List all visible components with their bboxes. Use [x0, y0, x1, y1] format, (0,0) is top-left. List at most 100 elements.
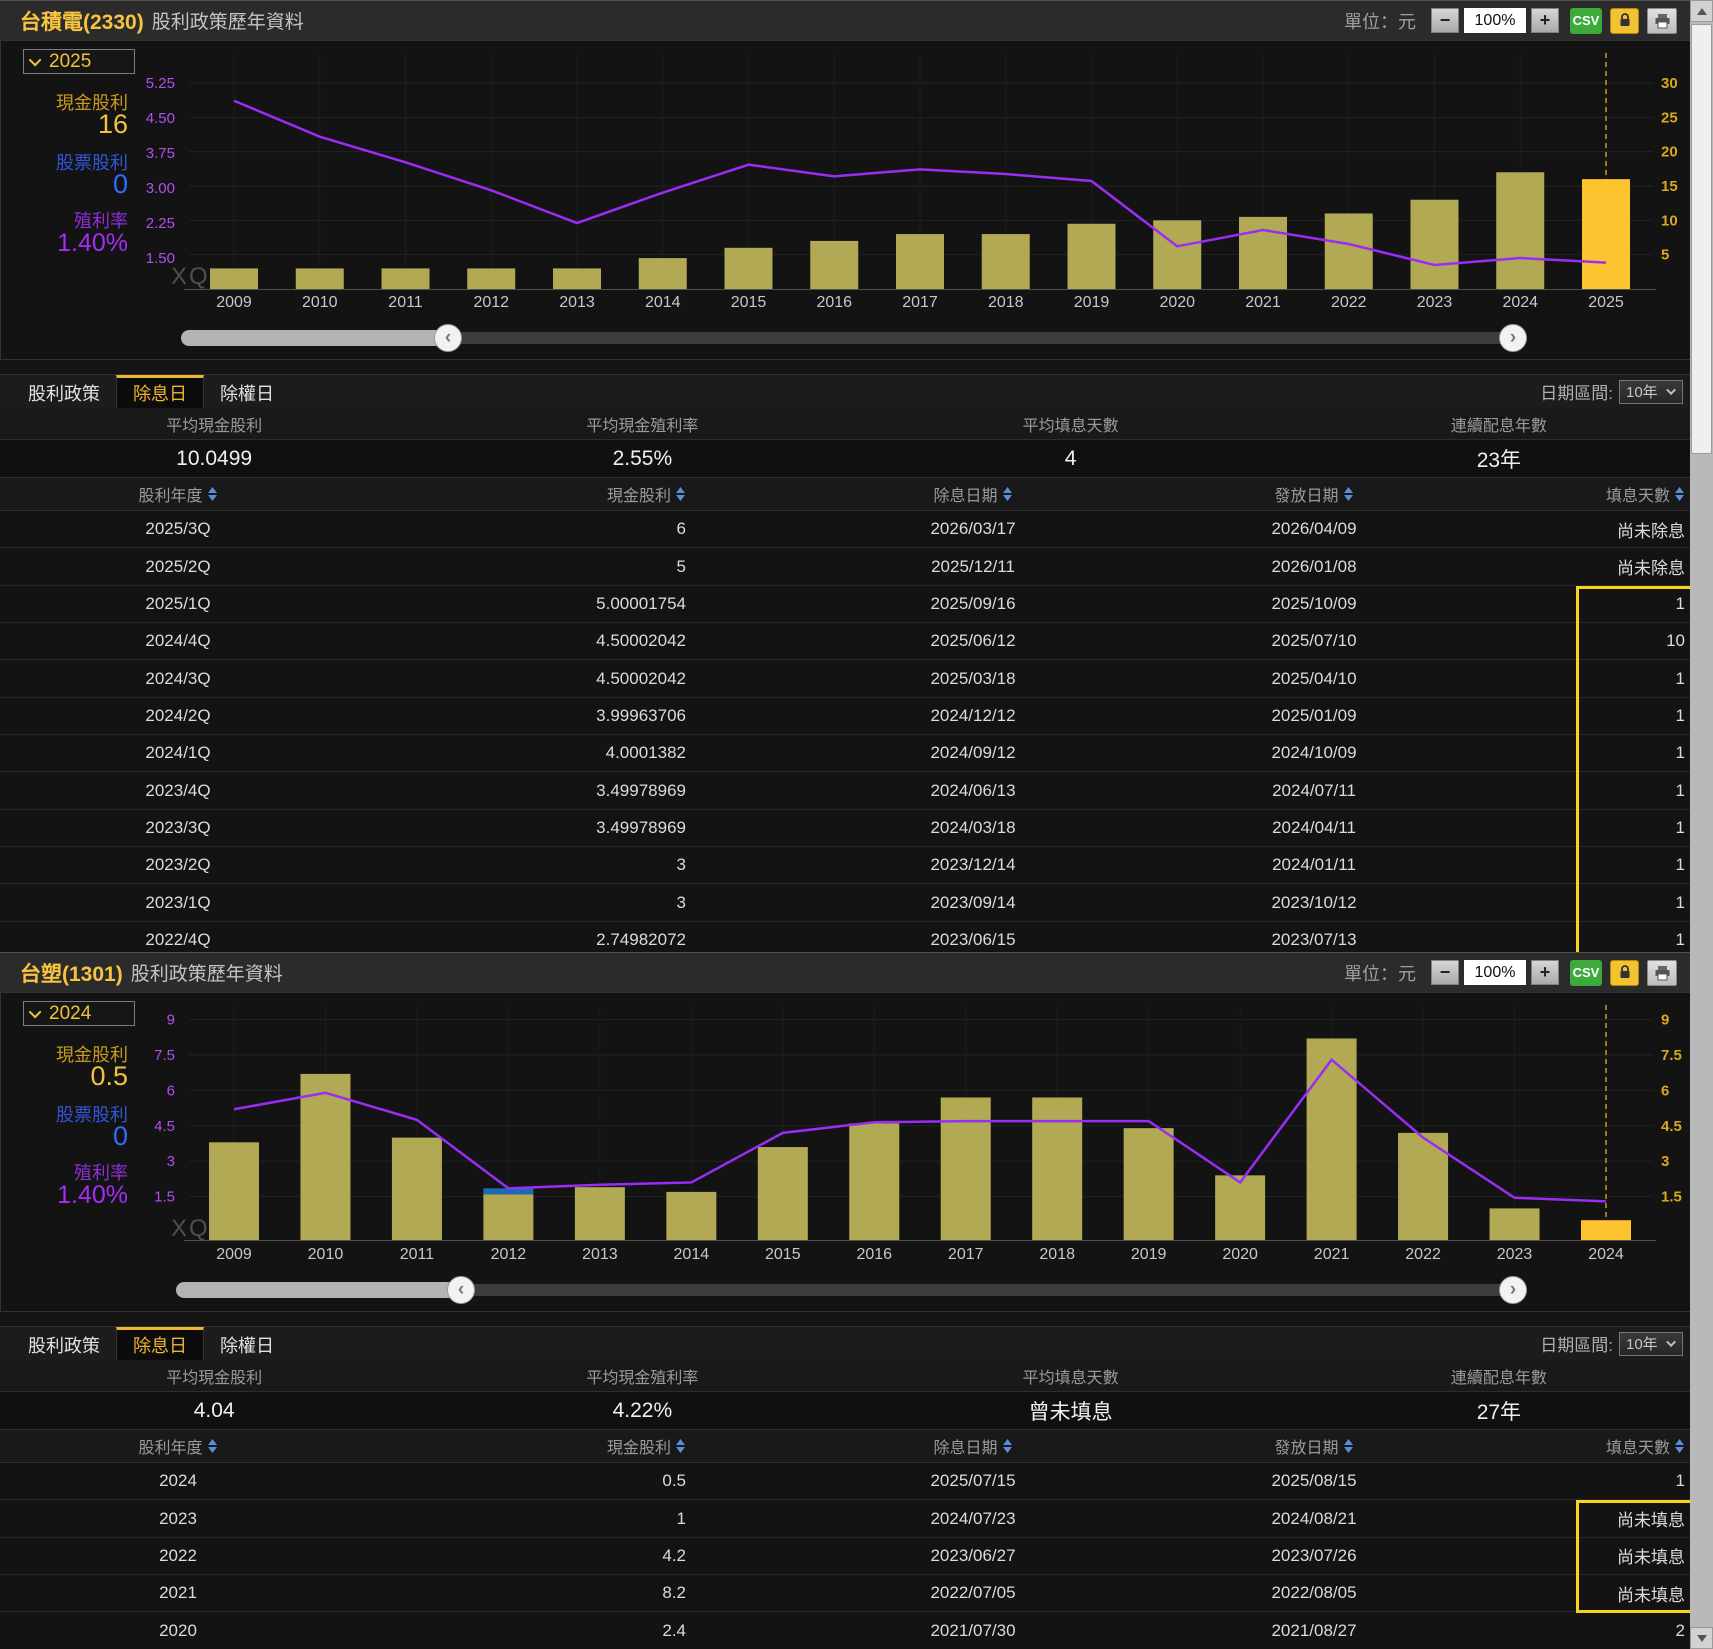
column-header-sort[interactable]: 填息天數 — [1368, 482, 1713, 506]
scrollbar-right-handle[interactable]: › — [1499, 324, 1527, 352]
yield-label: 殖利率 — [74, 1163, 128, 1183]
csv-export-button[interactable]: CSV — [1570, 7, 1602, 34]
table-row[interactable]: 2025/2Q 5 2025/12/11 2026/01/08 尚未除息 — [0, 548, 1713, 586]
table-row[interactable]: 2024/2Q 3.99963706 2024/12/12 2025/01/09 1 — [0, 697, 1713, 736]
zoom-out-button[interactable]: − — [1431, 8, 1459, 33]
scrollbar-right-handle[interactable]: › — [1499, 1276, 1527, 1304]
x-axis-year-label: 2010 — [308, 1246, 344, 1263]
vertical-scrollbar[interactable] — [1690, 0, 1713, 1649]
tab-ex-dividend-date[interactable]: 除息日 — [116, 375, 204, 408]
scrollbar-range-segment[interactable] — [181, 330, 448, 346]
print-button[interactable] — [1647, 959, 1677, 986]
dividend-bar — [209, 1142, 259, 1240]
table-row[interactable]: 2024/1Q 4.0001382 2024/09/12 2024/10/09 1 — [0, 735, 1713, 773]
yield-value: 1.40% — [57, 1181, 128, 1209]
table-cell: 4.0001382 — [605, 743, 686, 763]
x-axis-year-label: 2011 — [400, 1246, 435, 1263]
table-cell: 1 — [676, 1508, 686, 1528]
left-axis-tick: 5.25 — [146, 75, 175, 92]
chevron-down-icon — [28, 53, 42, 67]
left-axis-tick: 2.25 — [146, 215, 175, 232]
scroll-down-button[interactable] — [1690, 1627, 1713, 1649]
year-dropdown[interactable]: 2024 — [23, 1001, 135, 1026]
table-row[interactable]: 2024 0.5 2025/07/15 2025/08/15 1 — [0, 1463, 1713, 1501]
column-header-sort[interactable]: 現金股利 — [356, 482, 686, 506]
date-range-select[interactable]: 10年 — [1619, 1331, 1683, 1356]
table-cell: 2025/09/16 — [930, 593, 1016, 613]
dividend-bar — [210, 268, 258, 289]
right-axis-tick: 30 — [1661, 75, 1678, 92]
summary-value-row: 4.04 4.22% 曾未填息 27年 — [0, 1392, 1713, 1430]
x-axis-year-label: 2019 — [1131, 1246, 1167, 1263]
table-cell: 2023/09/14 — [930, 892, 1016, 912]
x-axis-year-label: 2019 — [1074, 294, 1110, 311]
print-button[interactable] — [1647, 7, 1677, 34]
tab-dividend-policy[interactable]: 股利政策 — [28, 384, 100, 404]
xq-watermark: XQ — [171, 263, 210, 290]
avg-cash-yield: 4.22% — [612, 1398, 673, 1422]
column-header-sort[interactable]: 股利年度 — [0, 482, 356, 506]
column-header-sort[interactable]: 股利年度 — [0, 1434, 356, 1458]
scrollbar-left-handle[interactable]: ‹ — [447, 1276, 475, 1304]
left-axis-tick: 3 — [167, 1153, 175, 1170]
scrollbar-thumb[interactable] — [1691, 24, 1712, 454]
table-cell: 1 — [1675, 1471, 1685, 1491]
table-row[interactable]: 2023/4Q 3.49978969 2024/06/13 2024/07/11 1 — [0, 772, 1713, 810]
dividend-bar — [1067, 223, 1116, 289]
scroll-up-button[interactable] — [1690, 0, 1713, 22]
avg-cash-yield: 2.55% — [612, 446, 673, 470]
scrollbar-track[interactable] — [181, 332, 1516, 344]
x-axis-year-label: 2015 — [765, 1246, 801, 1263]
year-dropdown[interactable]: 2025 — [23, 49, 135, 74]
dividend-bar — [483, 1194, 534, 1240]
scrollbar-range-segment[interactable] — [176, 1282, 461, 1298]
cash-dividend-value: 16 — [97, 109, 128, 139]
table-row[interactable]: 2024/4Q 4.50002042 2025/06/12 2025/07/10 10 — [0, 623, 1713, 661]
dividend-bar — [757, 1147, 808, 1240]
summary-header-row: 平均現金股利 平均現金殖利率 平均填息天數 連續配息年數 — [0, 408, 1713, 440]
table-row[interactable]: 2025/3Q 6 2026/03/17 2026/04/09 尚未除息 — [0, 511, 1713, 549]
unit-label: 單位：元 — [1344, 11, 1416, 32]
table-row[interactable]: 2023/3Q 3.49978969 2024/03/18 2024/04/11 1 — [0, 809, 1713, 848]
page-title: 股利政策歷年資料 — [151, 12, 304, 33]
table-cell: 2024/01/11 — [1272, 855, 1356, 875]
zoom-out-button[interactable]: − — [1431, 960, 1459, 985]
column-header-sort[interactable]: 發放日期 — [1260, 482, 1368, 506]
dividend-bar — [467, 268, 516, 289]
zoom-in-button[interactable]: + — [1531, 960, 1559, 985]
scrollbar-track[interactable] — [176, 1284, 1516, 1296]
sort-icon — [1675, 487, 1684, 501]
lock-button[interactable] — [1610, 959, 1639, 986]
column-header-sort[interactable]: 填息天數 — [1368, 1434, 1713, 1458]
column-header-sort[interactable]: 除息日期 — [686, 1434, 1260, 1458]
tab-dividend-policy[interactable]: 股利政策 — [28, 1336, 100, 1356]
right-axis-tick: 5 — [1661, 247, 1669, 264]
zoom-in-button[interactable]: + — [1531, 8, 1559, 33]
table-row[interactable]: 2025/1Q 5.00001754 2025/09/16 2025/10/09 1 — [0, 585, 1713, 624]
table-row[interactable]: 2023/1Q 3 2023/09/14 2023/10/12 1 — [0, 884, 1713, 922]
tab-ex-rights-date[interactable]: 除權日 — [220, 384, 274, 404]
table-cell: 2023/2Q — [145, 855, 211, 875]
chevron-down-icon — [1666, 1337, 1677, 1348]
column-header-label: 股利年度 — [138, 488, 203, 505]
table-row[interactable]: 2023 1 2024/07/23 2024/08/21 尚未填息 — [0, 1500, 1713, 1538]
table-cell: 2025/04/10 — [1271, 668, 1357, 688]
table-row[interactable]: 2024/3Q 4.50002042 2025/03/18 2025/04/10 1 — [0, 660, 1713, 698]
csv-export-button[interactable]: CSV — [1570, 959, 1602, 986]
table-row[interactable]: 2022 4.2 2023/06/27 2023/07/26 尚未填息 — [0, 1537, 1713, 1576]
x-axis-year-label: 2013 — [582, 1246, 618, 1263]
lock-button[interactable] — [1610, 7, 1639, 34]
tab-ex-dividend-date[interactable]: 除息日 — [116, 1327, 204, 1360]
date-range-select[interactable]: 10年 — [1619, 379, 1683, 404]
table-row[interactable]: 2023/2Q 3 2023/12/14 2024/01/11 1 — [0, 847, 1713, 885]
scrollbar-left-handle[interactable]: ‹ — [434, 324, 462, 352]
column-header-sort[interactable]: 除息日期 — [686, 482, 1260, 506]
yield-line — [233, 1057, 1607, 1203]
column-header-sort[interactable]: 發放日期 — [1260, 1434, 1368, 1458]
tab-ex-rights-date[interactable]: 除權日 — [220, 1336, 274, 1356]
table-cell: 2024/4Q — [145, 631, 211, 651]
table-row[interactable]: 2022/4Q 2.74982072 2023/06/15 2023/07/13 1 — [0, 921, 1713, 952]
table-row[interactable]: 2021 8.2 2022/07/05 2022/08/05 尚未填息 — [0, 1575, 1713, 1613]
table-row[interactable]: 2020 2.4 2021/07/30 2021/08/27 2 — [0, 1612, 1713, 1649]
column-header-sort[interactable]: 現金股利 — [356, 1434, 686, 1458]
